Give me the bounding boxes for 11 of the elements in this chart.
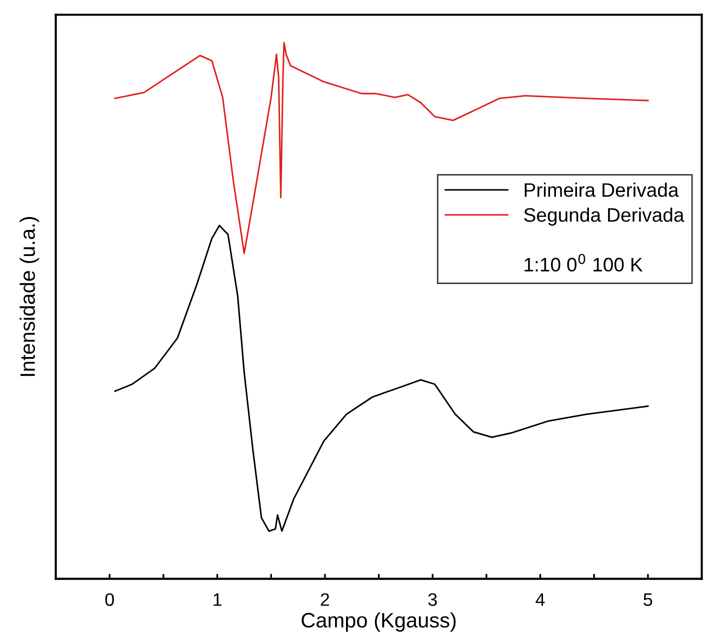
x-tick-label: 1	[214, 593, 222, 606]
annotation: 1:10 0$^{0}$ 100 K	[524, 254, 643, 272]
x-tick-label: 3	[428, 593, 437, 606]
x-axis-title: Campo (Kgauss)	[302, 612, 456, 632]
x-tick-label: 2	[320, 593, 330, 606]
legend-label: Primeira Derivada	[524, 182, 679, 197]
y-axis-title: Intensidade (u.a.)	[20, 217, 40, 376]
x-tick-label: 0	[105, 593, 114, 606]
x-tick-label: 4	[536, 593, 545, 606]
x-tick-label: 5	[644, 593, 652, 606]
legend-label: Segunda Derivada	[524, 208, 684, 226]
